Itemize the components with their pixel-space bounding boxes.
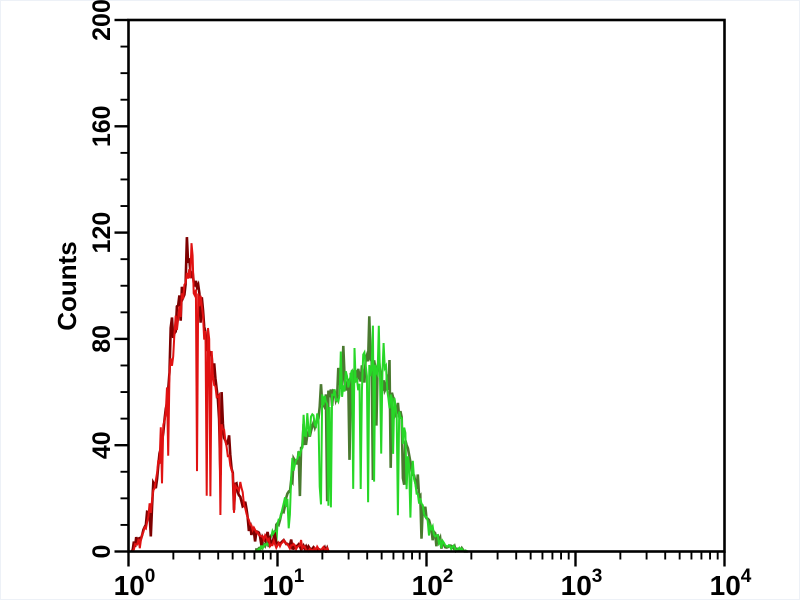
x-tick-base: 10 <box>561 570 592 600</box>
x-tick-exponent: 0 <box>145 566 156 587</box>
axes-layer <box>114 18 726 567</box>
x-tick-base: 10 <box>412 570 443 600</box>
x-tick-base: 10 <box>263 570 294 600</box>
x-tick-exponent: 4 <box>741 566 752 587</box>
y-tick-label: 160 <box>88 105 116 147</box>
red-histogram-outline-bright <box>130 243 330 553</box>
x-tick-label: 101 <box>263 566 305 600</box>
plot-frame <box>127 18 726 553</box>
x-tick-exponent: 2 <box>443 566 454 587</box>
x-tick-label: 100 <box>114 566 156 600</box>
y-tick-label: 80 <box>88 325 116 353</box>
y-tick-label: 120 <box>88 212 116 254</box>
series-layer <box>130 237 469 553</box>
y-tick-label: 0 <box>88 545 116 559</box>
x-tick-label: 103 <box>561 566 603 600</box>
y-tick-label: 200 <box>88 0 116 41</box>
x-tick-exponent: 3 <box>592 566 603 587</box>
x-tick-base: 10 <box>710 570 741 600</box>
x-tick-label: 104 <box>710 566 752 600</box>
y-tick-label: 40 <box>88 431 116 459</box>
x-tick-label: 102 <box>412 566 454 600</box>
green-histogram-outline-bright <box>254 325 469 553</box>
x-tick-base: 10 <box>114 570 145 600</box>
red-histogram-outline-dark <box>130 237 330 553</box>
y-axis-title: Counts <box>52 241 82 331</box>
x-tick-exponent: 1 <box>294 566 305 587</box>
